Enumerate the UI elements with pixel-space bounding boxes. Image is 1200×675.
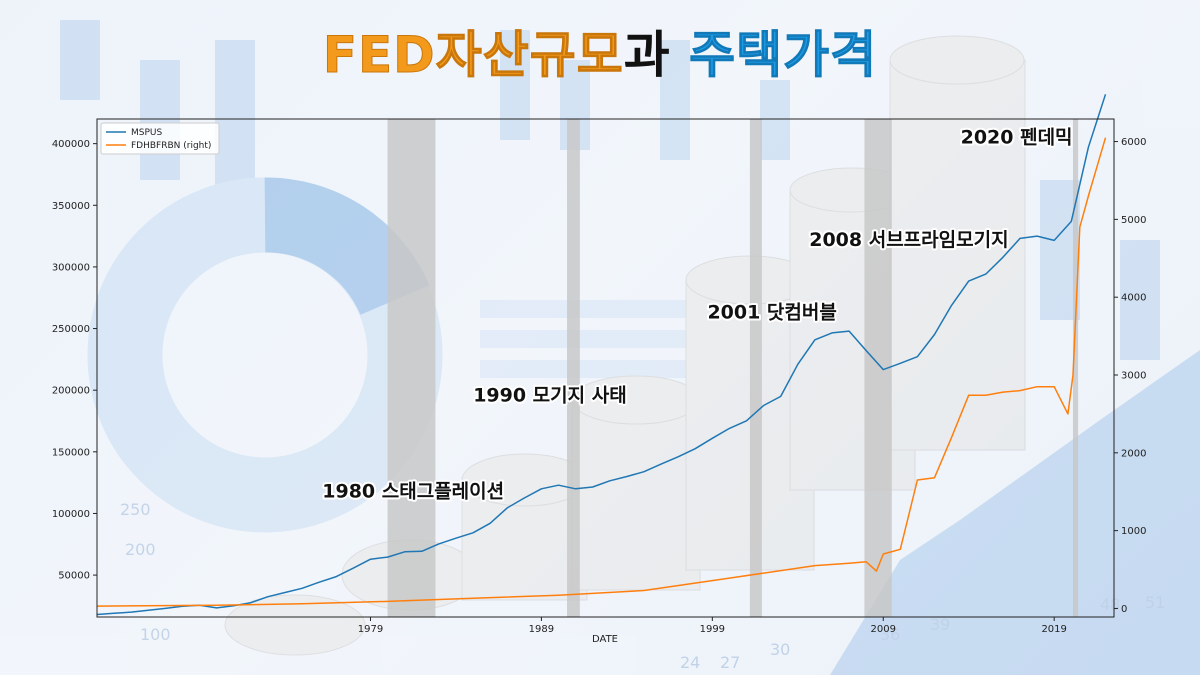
y-right-tick-label: 2000 <box>1121 448 1146 459</box>
svg-text:27: 27 <box>720 653 740 672</box>
recession-band-1 <box>567 119 580 617</box>
recession-band-4 <box>1072 119 1079 617</box>
svg-text:24: 24 <box>680 653 700 672</box>
annotations: 1980 스태그플레이션 1990 모기지 사태 2001 닷컴버블 2008 서브프… <box>320 125 1074 505</box>
y-right-tick-label: 0 <box>1121 604 1127 615</box>
annotation-3: 2008 서브프라임모기지 <box>809 229 1008 251</box>
svg-text:48: 48 <box>1100 595 1120 614</box>
svg-text:36: 36 <box>880 625 900 644</box>
y-left-tick-label: 300000 <box>52 262 90 273</box>
y-left-tick-label: 100000 <box>52 509 90 520</box>
svg-text:200: 200 <box>125 540 156 559</box>
y-left-tick-label: 50000 <box>58 571 90 582</box>
page-title: FED자산규모과 주택가격 <box>0 26 1200 84</box>
x-tick-label: 1989 <box>529 624 554 635</box>
plot-frame <box>96 118 1115 618</box>
y-left-tick-label: 250000 <box>52 324 90 335</box>
svg-text:100: 100 <box>140 625 171 644</box>
y-right-tick-label: 1000 <box>1121 526 1146 537</box>
recession-band-0 <box>387 119 436 617</box>
x-tick-label: 2009 <box>871 624 896 635</box>
legend-label-mspus: MSPUS <box>131 128 162 138</box>
series-lines <box>96 94 1107 616</box>
y-axis-right: 0 1000 2000 3000 4000 5000 6000 <box>1114 137 1146 615</box>
y-axis-left: 50000 100000 150000 200000 250000 300000 35000… <box>52 139 97 582</box>
legend: MSPUS FDHBFRBN (right) <box>100 122 220 155</box>
series-line-fdhbfrbn <box>96 137 1107 607</box>
svg-text:30: 30 <box>770 640 790 659</box>
svg-text:250: 250 <box>120 500 151 519</box>
annotation-1: 1990 모기지 사태 <box>473 384 627 406</box>
y-right-tick-label: 5000 <box>1121 215 1146 226</box>
series-line-mspus <box>96 94 1107 616</box>
title-part-fed-assets: FED자산규모 <box>322 26 624 84</box>
x-tick-label: 1979 <box>358 624 383 635</box>
x-axis: 1979 1989 1999 2009 2019 <box>358 617 1067 635</box>
svg-text:39: 39 <box>930 615 950 634</box>
x-tick-label: 1999 <box>700 624 725 635</box>
x-axis-label: DATE <box>592 634 618 645</box>
y-right-tick-label: 6000 <box>1121 137 1146 148</box>
y-right-tick-label: 4000 <box>1121 293 1146 304</box>
legend-label-fdhbfrbn: FDHBFRBN (right) <box>131 141 211 151</box>
y-left-tick-label: 200000 <box>52 386 90 397</box>
annotation-0: 1980 스태그플레이션 <box>322 480 504 502</box>
title-part-house-price: 주택가격 <box>689 26 878 84</box>
title-part-and: 과 <box>623 26 671 84</box>
svg-text:51: 51 <box>1145 593 1165 612</box>
y-left-tick-label: 350000 <box>52 201 90 212</box>
legend-box <box>100 122 220 155</box>
annotation-2: 2001 닷컴버블 <box>707 302 836 324</box>
recession-band-2 <box>749 119 762 617</box>
recession-bands <box>387 119 1079 617</box>
annotation-4: 2020 펜데믹 <box>961 127 1073 149</box>
y-right-tick-label: 3000 <box>1121 371 1146 382</box>
y-left-tick-label: 150000 <box>52 447 90 458</box>
y-left-tick-label: 400000 <box>52 139 90 150</box>
x-tick-label: 2019 <box>1041 624 1066 635</box>
